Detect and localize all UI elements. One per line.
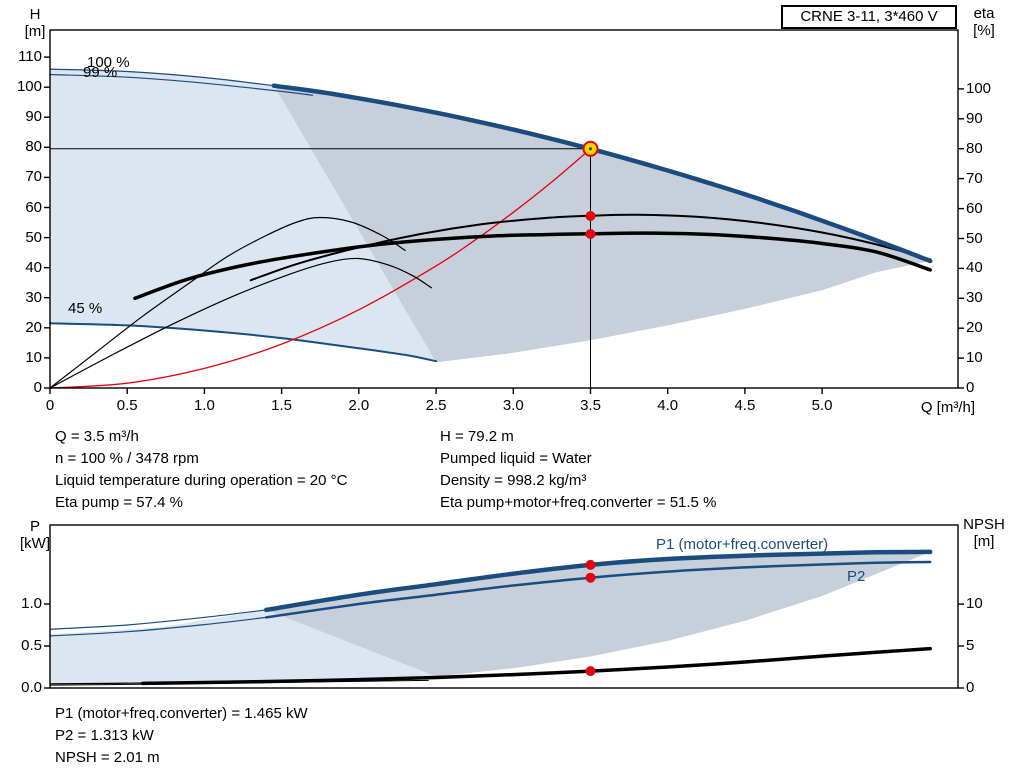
p1-speed-line	[49, 609, 267, 630]
tick-label: 90	[25, 108, 42, 126]
info-eta-total: Eta pump+motor+freq.converter = 51.5 %	[440, 494, 717, 511]
tick-label: 0.5	[116, 397, 138, 414]
duty-parabola	[49, 148, 592, 389]
tick-label: 30	[966, 289, 983, 307]
p2-curve	[264, 560, 932, 619]
npsh-marker	[585, 666, 596, 677]
info-pumped-liquid: Pumped liquid = Water	[440, 450, 592, 467]
info-p2: P2 = 1.313 kW	[55, 727, 154, 744]
eta-total-marker	[585, 229, 596, 239]
eta-axis-symbol: eta	[973, 5, 995, 22]
tick-label: 2.5	[425, 397, 447, 414]
h-axis-unit: [m]	[24, 23, 46, 40]
tick-label: 0	[966, 379, 975, 396]
power-envelope-dark	[266, 551, 931, 677]
p1-curve-label: P1 (motor+freq.converter)	[656, 536, 829, 553]
p-axis-symbol: P	[29, 518, 40, 535]
npsh-axis-title: NPSH [m]	[956, 516, 1012, 550]
tick-label: 0	[33, 379, 42, 396]
tick-label: 100	[966, 79, 992, 97]
p1-marker	[585, 559, 596, 570]
info-p1: P1 (motor+freq.converter) = 1.465 kW	[55, 705, 308, 722]
tick-label: 80	[966, 139, 983, 157]
power-info: P1 (motor+freq.converter) = 1.465 kW P2 …	[55, 703, 308, 769]
npsh-axis-symbol: NPSH	[963, 516, 1005, 533]
operating-envelope-light	[50, 69, 437, 363]
speed-99-label: 99 %	[83, 64, 118, 81]
eta-reduced-arc-b	[49, 257, 432, 389]
tick-label: 3.5	[580, 397, 601, 414]
eta-total-curve	[133, 231, 932, 301]
tick-label: 1.0	[21, 595, 42, 612]
npsh-curve	[140, 646, 932, 686]
duty-info-right: H = 79.2 m Pumped liquid = Water Density…	[440, 426, 716, 514]
tick-label: 40	[966, 259, 983, 277]
tick-label: 50	[25, 228, 42, 246]
tick-label: 50	[966, 229, 983, 247]
npsh-axis-unit: [m]	[973, 533, 995, 550]
tick-label: 20	[966, 319, 983, 337]
p2-marker	[585, 572, 596, 583]
tick-label: 70	[25, 168, 42, 186]
info-head: H = 79.2 m	[440, 428, 514, 445]
max-speed-curve	[271, 83, 933, 264]
tick-label: 100	[16, 78, 42, 96]
speed-99-thin-curve	[49, 73, 314, 96]
tick-label: 80	[25, 138, 42, 156]
info-npsh: NPSH = 2.01 m	[55, 749, 160, 766]
speed-100-thin-curve	[49, 68, 275, 87]
power-envelope-light	[50, 609, 437, 684]
tick-label: 0	[45, 397, 55, 414]
tick-label: 60	[25, 198, 42, 216]
tick-label: 30	[25, 288, 42, 306]
eta-axis-title: eta [%]	[962, 5, 1006, 39]
p-axis-unit: [kW]	[20, 535, 50, 552]
tick-label: 1.5	[271, 397, 293, 414]
p2-curve-label: P2	[847, 568, 866, 585]
plot-frame	[49, 524, 959, 689]
speed-45-label: 45 %	[68, 300, 103, 317]
h-axis-symbol: H	[29, 6, 41, 23]
info-density: Density = 998.2 kg/m³	[440, 472, 587, 489]
tick-label: 0.5	[21, 637, 42, 654]
eta-reduced-arc-a	[49, 216, 406, 389]
info-speed: n = 100 % / 3478 rpm	[55, 450, 199, 467]
pump-model-title: CRNE 3-11, 3*460 V	[781, 5, 957, 29]
tick-label: 4.5	[734, 397, 756, 414]
tick-label: 0.0	[21, 679, 42, 696]
tick-label: 110	[18, 48, 42, 66]
eta-axis-unit: [%]	[973, 22, 995, 39]
duty-point-marker-center	[588, 147, 593, 151]
tick-label: 20	[25, 318, 42, 336]
tick-label: 1.0	[193, 397, 215, 414]
tick-label: 2.0	[348, 397, 370, 414]
tick-label: 4.0	[657, 397, 679, 414]
tick-label: 60	[966, 199, 983, 217]
p-axis-title: P [kW]	[14, 518, 56, 552]
tick-label: 0	[966, 679, 975, 696]
info-liquid-temp: Liquid temperature during operation = 20…	[55, 472, 348, 489]
operating-envelope-dark	[273, 85, 931, 363]
tick-label: 5	[966, 637, 975, 654]
tick-label: 3.0	[502, 397, 524, 414]
duty-info-left: Q = 3.5 m³/h n = 100 % / 3478 rpm Liquid…	[55, 426, 347, 514]
tick-label: 10	[966, 595, 983, 613]
info-eta-pump: Eta pump = 57.4 %	[55, 494, 183, 511]
q-axis-title: Q [m³/h]	[920, 399, 975, 416]
p1-curve	[263, 549, 933, 613]
h-axis-title: H [m]	[14, 6, 56, 40]
eta-pump-marker	[585, 211, 596, 221]
tick-label: 70	[966, 169, 983, 187]
min-speed-curve	[49, 322, 438, 363]
info-flow: Q = 3.5 m³/h	[55, 428, 139, 445]
tick-label: 5.0	[811, 397, 833, 414]
tick-label: 10	[966, 349, 983, 367]
tick-label: 10	[25, 348, 42, 366]
tick-label: 40	[25, 258, 42, 276]
p2-speed-line	[49, 616, 267, 637]
tick-label: 90	[966, 109, 983, 127]
speed-100-label: 100 %	[87, 54, 130, 71]
